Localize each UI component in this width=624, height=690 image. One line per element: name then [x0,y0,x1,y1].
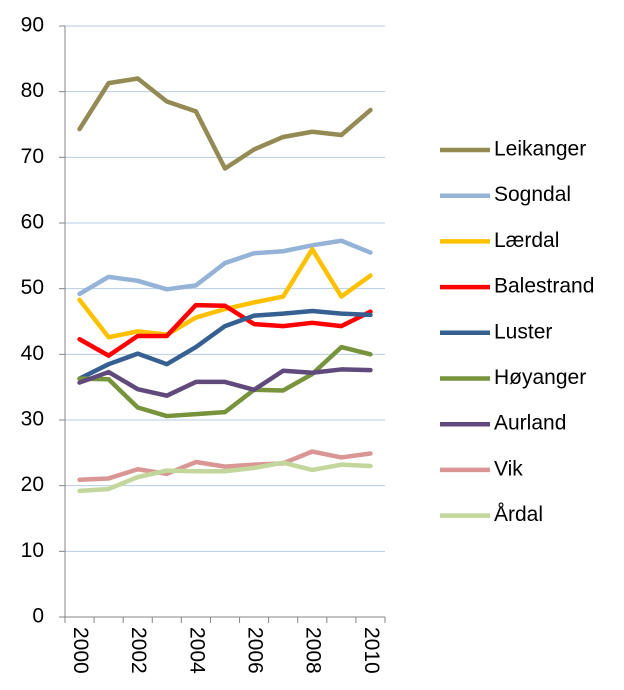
series-line [77,238,373,297]
series-line [77,76,373,171]
legend-label: Lærdal [494,229,559,252]
y-tick-label: 10 [21,539,44,562]
legend-label: Aurland [494,412,566,435]
series-line [77,247,373,340]
series-line [77,449,373,483]
series-line [77,460,373,494]
y-tick-label: 90 [21,14,44,37]
x-tick-label: 2008 [302,627,325,674]
x-tick-label: 2004 [185,627,208,674]
legend-label: Luster [494,320,552,343]
legend-label: Leikanger [494,138,586,161]
y-tick-label: 20 [21,473,44,496]
y-tick-label: 70 [21,145,44,168]
y-tick-label: 50 [21,276,44,299]
legend-label: Årdal [494,503,543,526]
legend-label: Balestrand [494,275,594,298]
x-tick-label: 2002 [127,627,150,674]
y-tick-label: 30 [21,408,44,431]
series-line [77,302,373,358]
y-tick-label: 40 [21,342,44,365]
x-tick-label: 2010 [360,627,383,674]
legend-label: Vik [494,457,523,480]
series-line [77,308,373,381]
x-tick-label: 2006 [244,627,267,674]
x-tick-label: 2000 [69,627,92,674]
y-tick-label: 80 [21,79,44,102]
y-tick-label: 60 [21,211,44,234]
series-line [77,344,373,419]
series-line [77,367,373,398]
y-tick-label: 0 [32,605,44,628]
legend-label: Sogndal [494,183,571,206]
legend-label: Høyanger [494,366,586,389]
